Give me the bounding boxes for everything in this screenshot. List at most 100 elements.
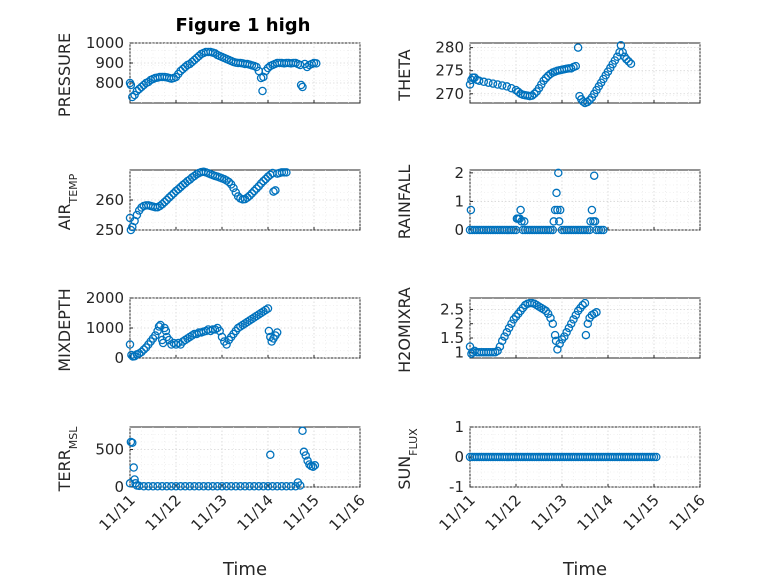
data-point [647, 452, 656, 462]
data-point [484, 78, 493, 87]
y-tick-label: 900 [95, 54, 124, 72]
data-point [224, 177, 234, 187]
data-point [139, 482, 149, 491]
data-point [137, 347, 146, 357]
data-point [271, 186, 280, 195]
y-tick-label: 500 [95, 441, 124, 459]
data-point [132, 210, 142, 220]
data-point [210, 49, 220, 58]
data-point [247, 189, 257, 198]
data-point [493, 346, 502, 356]
data-point [555, 205, 565, 215]
data-point [596, 225, 606, 235]
data-point [560, 332, 569, 341]
data-point [583, 319, 593, 328]
data-point [504, 323, 514, 333]
y-tick-label: 2 [454, 315, 464, 333]
data-point [162, 195, 172, 205]
data-point [272, 328, 282, 337]
data-point [520, 217, 529, 226]
y-tick-label: 260 [95, 191, 124, 209]
data-point [231, 482, 241, 491]
subplot-pressure: 800 900 1000 PRESSURE [55, 33, 361, 117]
axes-box [469, 426, 701, 488]
data-point [580, 225, 590, 235]
data-point [543, 309, 553, 318]
data-point [277, 482, 287, 491]
y-axis-label: PRESSURE [55, 33, 74, 117]
data-point [171, 482, 181, 491]
data-point [541, 73, 551, 83]
data-point [245, 482, 254, 491]
data-point [160, 197, 169, 207]
data-point [583, 97, 592, 107]
y-tick-label: 0 [114, 349, 124, 367]
data-point [296, 80, 306, 90]
y-axis-label: AIRTEMP [55, 173, 80, 230]
data-point [298, 82, 307, 92]
data-point [586, 217, 595, 226]
data-point [652, 452, 661, 462]
data-point [229, 183, 238, 193]
data-point [254, 181, 264, 191]
data-point [151, 202, 160, 212]
data-point [261, 305, 270, 315]
data-point [264, 326, 274, 336]
data-point [144, 482, 153, 491]
data-point [497, 81, 507, 90]
data-point [126, 80, 136, 90]
data-point [539, 305, 548, 314]
data-point [164, 193, 174, 202]
data-point [488, 79, 498, 88]
data-point [139, 345, 149, 354]
axes-box [469, 169, 701, 231]
data-point [550, 205, 560, 215]
data-point [578, 300, 587, 310]
data-point [129, 463, 138, 472]
data-point [502, 328, 512, 337]
data-point [277, 168, 287, 177]
subplot-air-temp: 250 260 AIRTEMP [55, 167, 361, 239]
data-point [564, 323, 574, 333]
data-point [514, 87, 523, 97]
subplot-rainfall: 0 1 2 RAINFALL [395, 164, 701, 239]
data-point [266, 450, 275, 460]
data-point [208, 482, 218, 491]
data-point [174, 338, 183, 348]
data-point [507, 319, 516, 328]
data-point [272, 482, 282, 491]
data-point [199, 482, 208, 491]
data-point [539, 76, 548, 86]
data-point [517, 217, 526, 226]
data-point [157, 199, 167, 209]
y-tick-label: 1.5 [440, 329, 464, 347]
data-point [583, 225, 592, 235]
data-point [151, 331, 160, 340]
subplot-h2omixra: 11.522.5 H2OMIXRA [395, 287, 701, 373]
data-point [279, 168, 289, 177]
data-point [269, 187, 278, 196]
data-point [592, 308, 601, 317]
y-tick-label: 1 [454, 192, 464, 210]
y-tick-label: 250 [95, 221, 124, 239]
y-tick-label: 0 [114, 478, 124, 496]
x-axis-label: Time [222, 559, 267, 580]
data-point [500, 332, 509, 341]
data-point [553, 345, 562, 354]
data-point [282, 168, 291, 177]
data-point [479, 77, 489, 87]
data-point [226, 482, 236, 491]
data-point [161, 326, 171, 336]
y-tick-label: 280 [435, 39, 464, 57]
data-point [308, 462, 318, 472]
data-point [162, 482, 172, 491]
data-point [258, 86, 267, 96]
data-point [622, 54, 631, 64]
data-point [548, 225, 558, 235]
data-point [282, 482, 291, 491]
data-point [187, 331, 197, 340]
data-point [213, 482, 222, 491]
y-axis-label: H2OMIXRA [395, 287, 414, 373]
